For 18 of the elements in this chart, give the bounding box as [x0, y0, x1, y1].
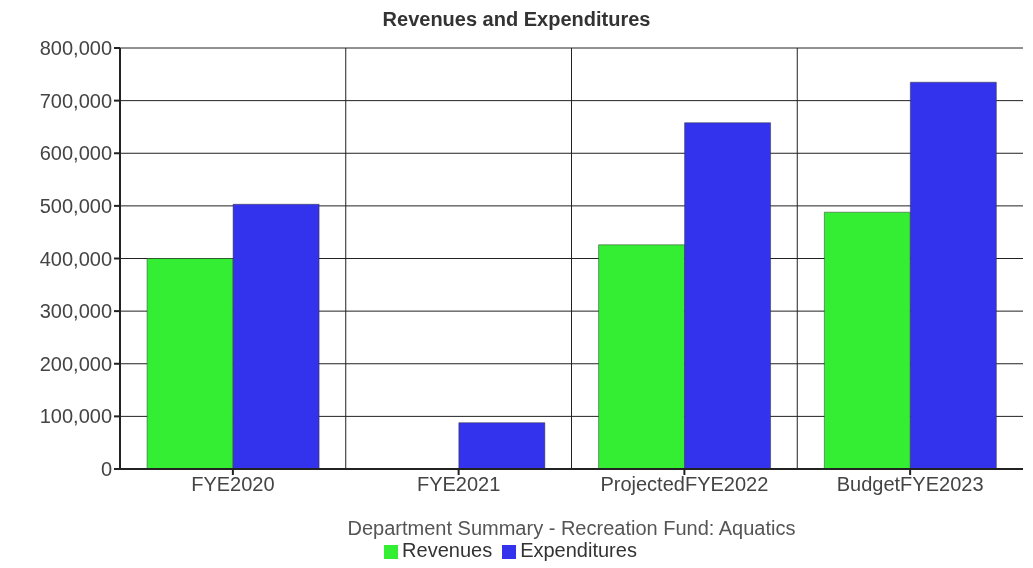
x-tick-label: FYE2021	[416, 473, 501, 496]
x-axis-title: Department Summary - Recreation Fund: Aquatics	[347, 517, 796, 539]
y-tick-label: 500,000	[39, 194, 112, 217]
y-tick-label: 200,000	[39, 352, 112, 375]
legend-label: Revenues	[402, 539, 493, 561]
y-tick-label: 600,000	[39, 142, 112, 165]
bar	[458, 422, 546, 469]
chart-title: Revenues and Expenditures	[381, 8, 652, 32]
y-tick-label: 0	[100, 458, 112, 481]
y-tick-label: 700,000	[39, 89, 112, 112]
x-tick-label: FYE2020	[191, 473, 275, 496]
y-tick-label: 800,000	[39, 37, 112, 60]
x-tick-label: ProjectedFYE2022	[600, 473, 769, 496]
x-tick-label: BudgetFYE2023	[836, 473, 984, 496]
legend-label: Expenditures	[520, 539, 637, 561]
y-tick-label: 400,000	[39, 247, 112, 270]
y-tick-label: 300,000	[39, 300, 112, 323]
y-tick-label: 100,000	[39, 405, 112, 428]
